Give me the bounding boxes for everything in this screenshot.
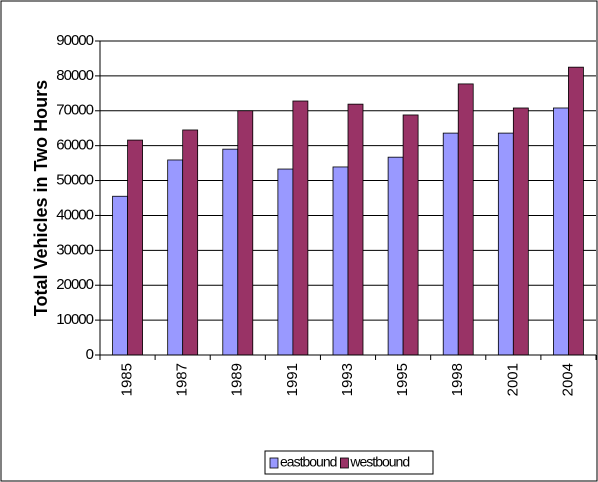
bar bbox=[292, 100, 309, 356]
y-tick-label: 50000 bbox=[56, 172, 93, 189]
bar bbox=[277, 168, 294, 356]
y-tick-label: 90000 bbox=[56, 32, 93, 49]
x-tick-label: 1987 bbox=[174, 363, 191, 396]
x-tick-label: 1993 bbox=[339, 363, 356, 396]
bar bbox=[222, 148, 239, 356]
bar bbox=[497, 132, 514, 356]
bar bbox=[167, 159, 184, 356]
bar bbox=[568, 66, 584, 356]
bar bbox=[457, 83, 474, 356]
bar bbox=[182, 129, 199, 356]
x-tick-label: 2001 bbox=[504, 363, 521, 396]
bar bbox=[387, 156, 404, 356]
legend-label: eastbound bbox=[280, 454, 337, 470]
legend-box bbox=[264, 450, 434, 475]
y-tick-label: 10000 bbox=[56, 311, 93, 328]
y-axis-title: Total Vehicles in Two Hours bbox=[31, 80, 51, 316]
y-tick-label: 40000 bbox=[56, 206, 93, 223]
y-tick-label: 30000 bbox=[56, 241, 93, 258]
y-tick-label: 20000 bbox=[56, 276, 93, 293]
bar bbox=[347, 103, 364, 356]
y-tick-label: 70000 bbox=[56, 102, 93, 119]
x-tick-label: 1998 bbox=[449, 363, 466, 396]
bar bbox=[112, 195, 128, 356]
y-tick-label: 0 bbox=[86, 346, 94, 363]
x-tick-label: 1995 bbox=[394, 363, 411, 396]
bar bbox=[127, 139, 143, 356]
x-tick-label: 1989 bbox=[229, 363, 246, 396]
bar bbox=[553, 107, 569, 356]
x-tick-label: 1991 bbox=[284, 363, 301, 396]
y-tick-label: 60000 bbox=[56, 137, 93, 154]
bar bbox=[237, 110, 254, 356]
x-tick-label: 2004 bbox=[559, 363, 576, 396]
y-tick-label: 80000 bbox=[56, 67, 93, 84]
legend-swatch bbox=[340, 457, 349, 469]
legend-swatch bbox=[269, 457, 279, 469]
bar bbox=[442, 132, 459, 356]
bar bbox=[512, 107, 529, 356]
x-tick-label: 1985 bbox=[119, 363, 136, 396]
bar bbox=[332, 166, 349, 356]
bar bbox=[402, 114, 419, 356]
legend-label: westbound bbox=[349, 454, 409, 470]
